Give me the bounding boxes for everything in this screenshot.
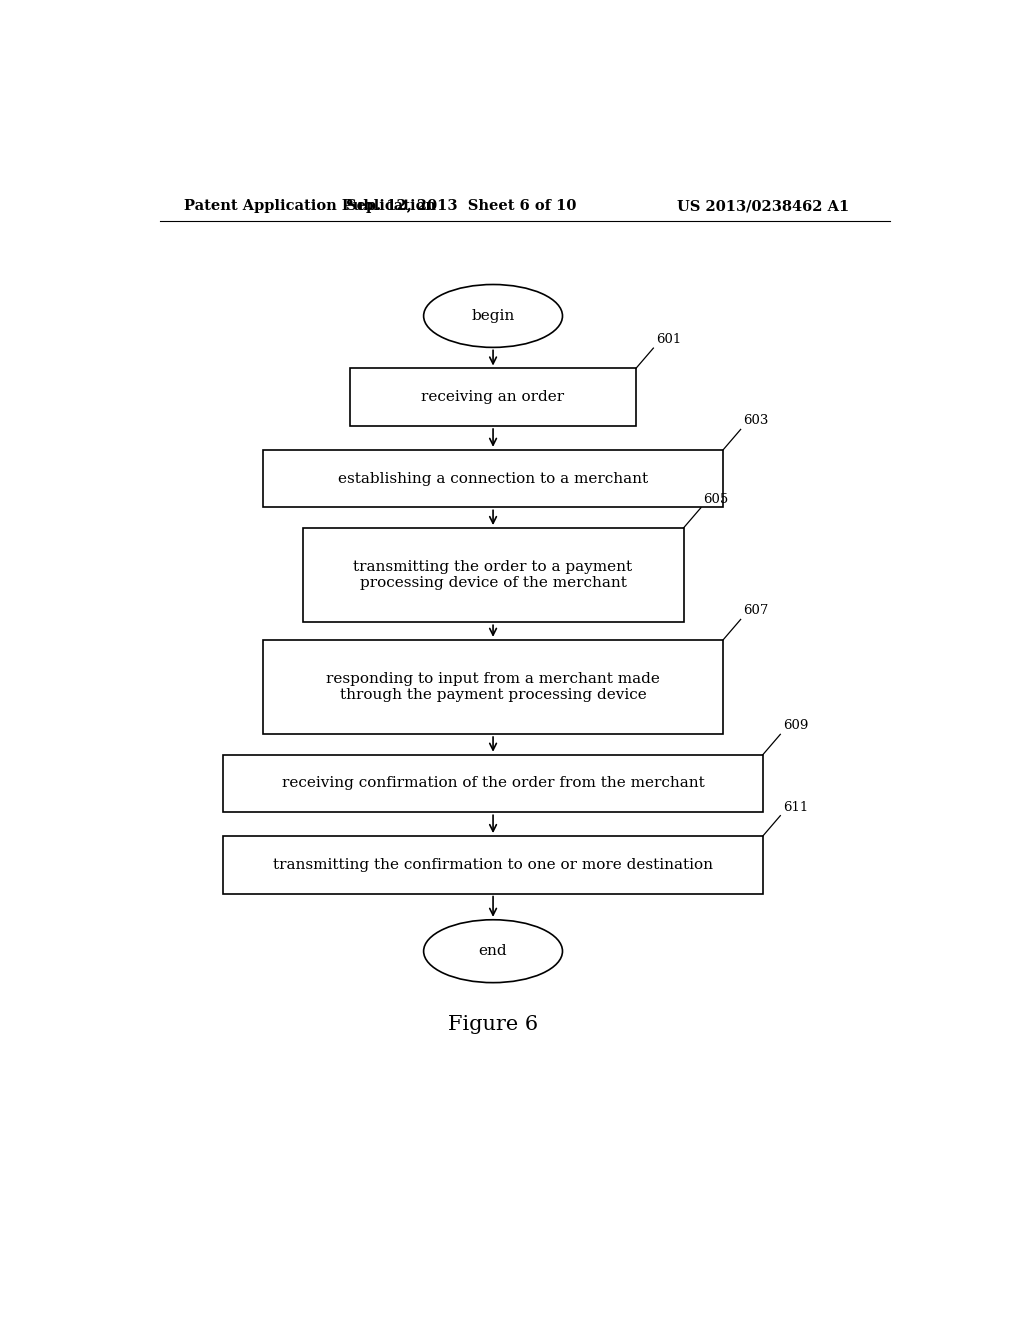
Text: Sep. 12, 2013  Sheet 6 of 10: Sep. 12, 2013 Sheet 6 of 10 xyxy=(346,199,577,213)
Text: US 2013/0238462 A1: US 2013/0238462 A1 xyxy=(677,199,849,213)
Text: end: end xyxy=(479,944,507,958)
Bar xyxy=(263,640,723,734)
Text: transmitting the confirmation to one or more destination: transmitting the confirmation to one or … xyxy=(273,858,713,871)
Text: 605: 605 xyxy=(703,492,729,506)
Text: receiving confirmation of the order from the merchant: receiving confirmation of the order from… xyxy=(282,776,705,791)
Text: 611: 611 xyxy=(782,801,808,813)
Bar xyxy=(263,450,723,507)
Text: 609: 609 xyxy=(782,719,808,733)
Text: begin: begin xyxy=(471,309,515,323)
Text: 603: 603 xyxy=(743,414,768,428)
Text: Patent Application Publication: Patent Application Publication xyxy=(183,199,435,213)
Text: responding to input from a merchant made
through the payment processing device: responding to input from a merchant made… xyxy=(326,672,660,702)
Text: receiving an order: receiving an order xyxy=(422,391,564,404)
Text: establishing a connection to a merchant: establishing a connection to a merchant xyxy=(338,471,648,486)
Bar xyxy=(223,755,763,812)
Text: Figure 6: Figure 6 xyxy=(447,1015,539,1034)
Bar xyxy=(303,528,684,622)
Text: 601: 601 xyxy=(655,333,681,346)
Text: 607: 607 xyxy=(743,605,768,618)
Bar xyxy=(223,836,763,894)
Bar xyxy=(350,368,636,426)
Text: transmitting the order to a payment
processing device of the merchant: transmitting the order to a payment proc… xyxy=(353,560,633,590)
